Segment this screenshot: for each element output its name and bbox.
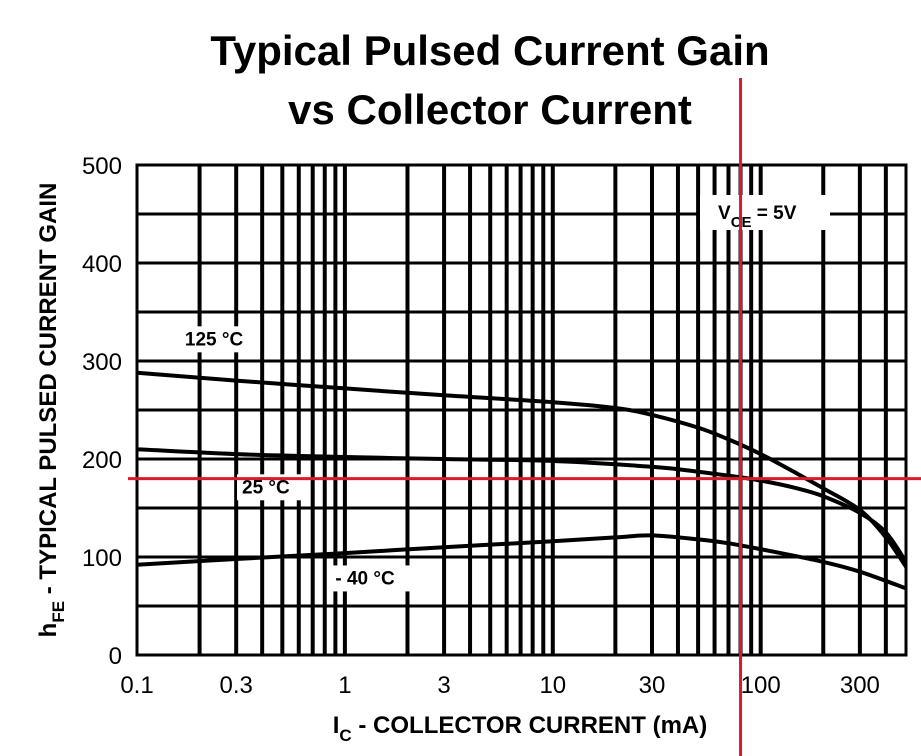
curve-labels: 125 °C 25 °C - 40 °C [179,326,418,592]
curve-label-2: - 40 °C [335,568,395,589]
x-tick-label: 100 [741,672,781,699]
series-line-1 [136,447,908,564]
y-tick-label: 500 [82,153,122,180]
x-tick-label: 300 [840,672,880,699]
vce-label: VCE = 5V [718,203,797,231]
x-tick-label: 10 [539,672,566,699]
chart-title-line-2: vs Collector Current [288,86,692,133]
series-line-0 [136,370,908,568]
x-tick-label: 30 [639,672,666,699]
vce-label-background [700,195,830,230]
y-tick-labels: 0 100 200 300 400 500 [82,153,122,670]
x-axis-label: IC - COLLECTOR CURRENT (mA) [333,712,708,745]
y-tick-label: 400 [82,251,122,278]
y-tick-label: 300 [82,349,122,376]
y-tick-label: 200 [82,447,122,474]
x-tick-labels: 0.1 0.3 1 3 10 30 100 300 [120,672,880,699]
series-group [136,370,908,591]
crosshair [128,78,921,756]
curve-label-bg [330,565,418,592]
y-tick-label: 0 [109,643,122,670]
x-tick-label: 0.3 [220,672,253,699]
y-tick-label: 100 [82,545,122,572]
curve-label-1: 25 °C [242,477,290,498]
x-tick-label: 0.1 [120,672,153,699]
plot-frame [135,163,908,657]
y-axis-label: hFE - TYPICAL PULSED CURRENT GAIN [35,183,68,638]
chart-title-line-1: Typical Pulsed Current Gain [210,27,769,74]
x-tick-label: 3 [437,672,450,699]
grid-lines [137,165,906,655]
curve-label-0: 125 °C [185,329,244,350]
curve-label-bg [179,326,256,353]
x-tick-label: 1 [338,672,351,699]
series-line-2 [136,533,907,591]
